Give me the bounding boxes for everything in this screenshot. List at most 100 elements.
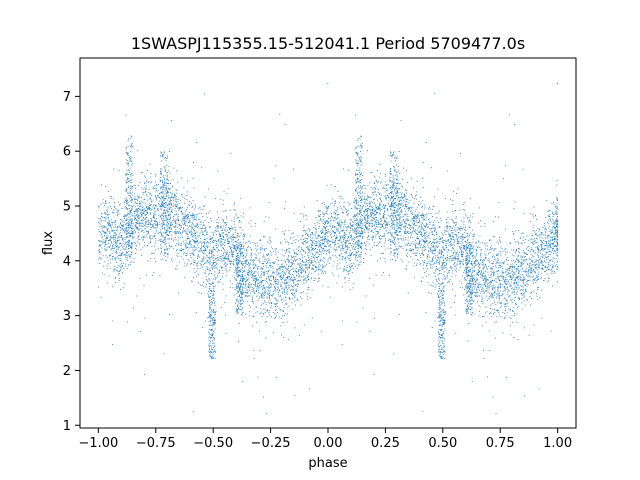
data-point bbox=[271, 275, 272, 277]
data-point bbox=[220, 245, 222, 247]
data-point bbox=[273, 272, 275, 274]
data-point bbox=[305, 277, 307, 279]
data-point bbox=[220, 238, 222, 240]
data-point bbox=[312, 227, 314, 229]
data-point bbox=[346, 252, 347, 254]
data-point bbox=[436, 217, 438, 218]
data-point bbox=[206, 242, 208, 244]
data-point bbox=[176, 219, 178, 221]
data-point bbox=[301, 260, 303, 262]
data-point bbox=[482, 291, 484, 293]
data-point bbox=[146, 222, 148, 224]
data-point bbox=[356, 321, 358, 323]
data-point bbox=[279, 273, 281, 275]
data-point bbox=[263, 266, 265, 268]
data-point bbox=[351, 271, 353, 273]
data-point bbox=[511, 271, 513, 273]
data-point bbox=[329, 240, 330, 242]
data-point bbox=[272, 284, 274, 286]
data-point bbox=[264, 291, 266, 293]
data-point bbox=[276, 284, 278, 286]
data-point bbox=[102, 265, 104, 267]
data-point bbox=[305, 261, 307, 262]
data-point bbox=[510, 264, 512, 266]
data-point bbox=[340, 198, 342, 199]
data-point bbox=[533, 264, 535, 266]
data-point bbox=[198, 219, 200, 221]
data-point bbox=[504, 317, 506, 318]
data-point bbox=[497, 267, 499, 269]
data-point bbox=[168, 197, 170, 199]
data-point bbox=[497, 271, 499, 273]
data-point bbox=[517, 265, 519, 267]
data-point bbox=[380, 235, 382, 237]
data-point bbox=[442, 256, 444, 258]
data-point bbox=[147, 260, 149, 262]
data-point bbox=[121, 255, 122, 257]
data-point bbox=[305, 282, 307, 283]
data-point bbox=[280, 300, 282, 301]
data-point bbox=[302, 276, 304, 278]
data-point bbox=[192, 236, 194, 238]
data-point bbox=[373, 198, 375, 200]
data-point bbox=[386, 224, 387, 226]
data-point bbox=[122, 246, 123, 248]
data-point bbox=[286, 313, 288, 315]
data-point bbox=[250, 263, 252, 265]
data-point bbox=[203, 246, 205, 248]
data-point bbox=[484, 253, 486, 255]
data-point bbox=[337, 214, 339, 215]
data-point bbox=[404, 233, 406, 235]
data-point bbox=[530, 268, 532, 270]
data-point bbox=[229, 237, 231, 239]
data-point bbox=[400, 245, 402, 247]
data-point bbox=[467, 264, 469, 265]
data-point bbox=[144, 317, 146, 319]
data-point bbox=[482, 316, 484, 318]
data-point bbox=[475, 248, 477, 250]
data-point bbox=[492, 236, 494, 238]
data-point bbox=[363, 262, 364, 263]
data-point bbox=[464, 302, 466, 304]
data-point bbox=[229, 262, 231, 264]
data-point bbox=[509, 309, 511, 311]
data-point bbox=[366, 212, 368, 214]
data-point bbox=[108, 224, 110, 226]
data-point bbox=[523, 276, 525, 278]
data-point bbox=[318, 220, 320, 222]
data-point bbox=[500, 275, 502, 277]
data-point bbox=[412, 241, 414, 243]
data-point bbox=[245, 284, 247, 285]
data-point bbox=[416, 216, 418, 218]
data-point bbox=[170, 222, 172, 224]
data-point bbox=[485, 289, 487, 291]
data-point bbox=[370, 216, 372, 218]
data-point bbox=[516, 278, 518, 279]
data-point bbox=[555, 231, 557, 233]
data-point bbox=[223, 222, 225, 224]
data-point bbox=[174, 200, 176, 202]
data-point bbox=[285, 297, 287, 299]
data-point bbox=[220, 266, 222, 268]
data-point bbox=[509, 285, 511, 287]
data-point bbox=[506, 259, 508, 260]
data-point bbox=[541, 268, 543, 270]
data-point bbox=[270, 241, 272, 243]
data-point bbox=[379, 204, 381, 206]
data-point bbox=[163, 206, 164, 207]
data-point bbox=[367, 236, 369, 237]
data-point bbox=[530, 292, 532, 294]
data-point bbox=[215, 198, 217, 199]
data-point bbox=[543, 280, 545, 281]
data-point bbox=[110, 206, 112, 207]
data-point bbox=[555, 251, 557, 253]
data-point bbox=[369, 228, 371, 230]
data-point bbox=[247, 279, 249, 281]
data-point bbox=[301, 247, 303, 249]
data-point bbox=[495, 216, 496, 218]
data-point bbox=[352, 243, 354, 245]
data-point bbox=[170, 228, 172, 230]
data-point bbox=[282, 291, 284, 293]
data-point bbox=[410, 211, 412, 213]
data-point bbox=[521, 232, 523, 234]
